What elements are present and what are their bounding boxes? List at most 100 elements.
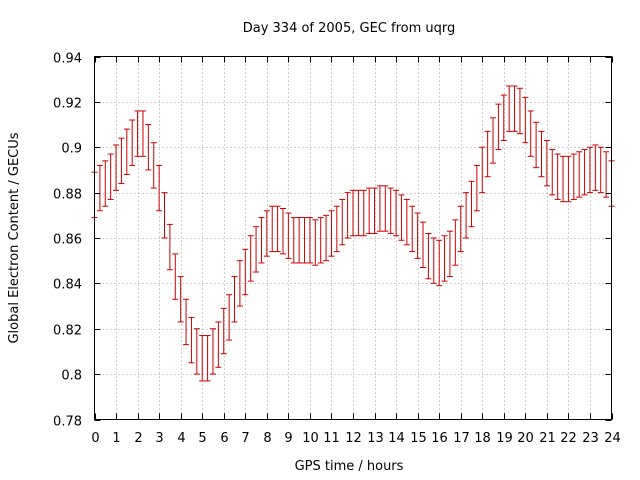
error-bar bbox=[350, 189, 356, 237]
x-tick-label: 16 bbox=[431, 431, 448, 446]
x-tick-label: 23 bbox=[582, 431, 599, 446]
error-bar bbox=[253, 226, 260, 273]
y-tick-label: 0.82 bbox=[53, 324, 82, 339]
error-bar bbox=[446, 230, 453, 278]
error-bar bbox=[457, 205, 464, 253]
error-bar bbox=[430, 237, 437, 284]
y-tick-label: 0.88 bbox=[53, 188, 82, 203]
error-bar bbox=[479, 146, 486, 194]
error-bar bbox=[382, 185, 389, 232]
axis-ticks bbox=[94, 56, 613, 421]
x-tick-label: 14 bbox=[388, 431, 405, 446]
x-tick-label: 10 bbox=[302, 431, 319, 446]
error-bar bbox=[134, 110, 141, 157]
error-bar bbox=[414, 212, 421, 259]
error-bar bbox=[215, 321, 222, 368]
x-tick-label: 19 bbox=[496, 431, 513, 446]
error-bar bbox=[296, 217, 303, 264]
error-bar bbox=[387, 187, 394, 234]
error-bar bbox=[96, 164, 103, 212]
error-bar bbox=[570, 153, 577, 200]
error-bar bbox=[177, 276, 184, 323]
y-tick-label: 0.92 bbox=[53, 97, 82, 112]
error-bar bbox=[597, 146, 604, 194]
error-bar bbox=[603, 151, 610, 198]
error-bar bbox=[145, 124, 152, 171]
error-bar bbox=[436, 239, 443, 287]
error-bar bbox=[420, 221, 427, 268]
y-tick-label: 0.84 bbox=[53, 278, 82, 293]
x-tick-label: 9 bbox=[284, 431, 292, 446]
error-bar bbox=[204, 335, 211, 382]
x-tick-label: 18 bbox=[474, 431, 491, 446]
error-bar bbox=[258, 217, 265, 264]
error-bar bbox=[339, 198, 346, 246]
y-tick-labels: 0.78 0.8 0.82 0.84 0.86 0.88 0.9 0.92 0.94 bbox=[53, 52, 82, 430]
error-bar bbox=[490, 117, 497, 164]
error-bar bbox=[592, 144, 599, 191]
error-bar bbox=[473, 164, 480, 212]
error-bar bbox=[576, 151, 583, 198]
error-bar bbox=[193, 328, 200, 375]
error-bar bbox=[403, 198, 410, 246]
error-bar bbox=[274, 205, 281, 253]
y-tick-label: 0.8 bbox=[61, 369, 82, 384]
data-series bbox=[91, 85, 615, 382]
error-bar bbox=[172, 253, 179, 300]
x-tick-label: 2 bbox=[134, 431, 142, 446]
error-bar bbox=[376, 185, 383, 232]
error-bar bbox=[236, 260, 243, 307]
error-bar bbox=[560, 155, 567, 203]
x-tick-label: 20 bbox=[517, 431, 534, 446]
x-tick-labels: 0 1 2 3 4 5 6 7 8 9 10 11 12 13 14 15 16 17 18 19 20 21 22 23 24 bbox=[91, 431, 620, 446]
error-bar bbox=[285, 212, 292, 259]
error-bar bbox=[209, 328, 216, 375]
y-tick-label: 0.94 bbox=[53, 52, 82, 67]
error-bar bbox=[156, 164, 163, 212]
error-bar bbox=[549, 149, 556, 196]
error-bar bbox=[581, 149, 588, 196]
error-bar bbox=[183, 298, 190, 346]
y-tick-label: 0.86 bbox=[53, 233, 82, 248]
error-bar bbox=[269, 205, 276, 253]
error-bar bbox=[538, 130, 545, 178]
x-tick-label: 22 bbox=[560, 431, 577, 446]
error-bar bbox=[306, 217, 313, 264]
error-bar bbox=[355, 189, 362, 237]
error-bar bbox=[371, 187, 378, 234]
y-tick-label: 0.9 bbox=[61, 142, 82, 157]
error-bar bbox=[231, 276, 238, 323]
error-bar bbox=[506, 85, 513, 132]
error-bar bbox=[516, 87, 523, 135]
x-tick-label: 5 bbox=[198, 431, 206, 446]
error-bar bbox=[586, 146, 593, 194]
grid-lines bbox=[94, 56, 612, 420]
error-bar bbox=[161, 192, 168, 239]
error-bar bbox=[333, 205, 340, 253]
error-bar bbox=[129, 119, 136, 166]
error-bar bbox=[226, 294, 233, 341]
error-bar bbox=[366, 187, 373, 234]
x-axis-label: GPS time / hours bbox=[295, 459, 404, 474]
x-tick-label: 11 bbox=[323, 431, 340, 446]
error-bar bbox=[242, 248, 249, 296]
x-tick-label: 21 bbox=[539, 431, 556, 446]
error-bar bbox=[522, 96, 529, 144]
error-bar bbox=[290, 217, 297, 264]
x-tick-label: 24 bbox=[604, 431, 621, 446]
error-bar bbox=[398, 194, 405, 241]
error-bar bbox=[500, 94, 507, 141]
x-tick-label: 8 bbox=[263, 431, 271, 446]
error-bar bbox=[199, 335, 206, 382]
error-bar bbox=[323, 214, 330, 262]
y-tick-label: 0.78 bbox=[53, 415, 82, 430]
x-tick-label: 1 bbox=[112, 431, 120, 446]
error-bar bbox=[565, 155, 572, 203]
error-bar bbox=[150, 142, 157, 189]
error-bar bbox=[409, 205, 416, 253]
error-bar bbox=[360, 189, 367, 237]
x-tick-label: 6 bbox=[220, 431, 228, 446]
y-axis-label: Global Electron Content / GECUs bbox=[7, 132, 22, 343]
x-tick-label: 12 bbox=[345, 431, 362, 446]
